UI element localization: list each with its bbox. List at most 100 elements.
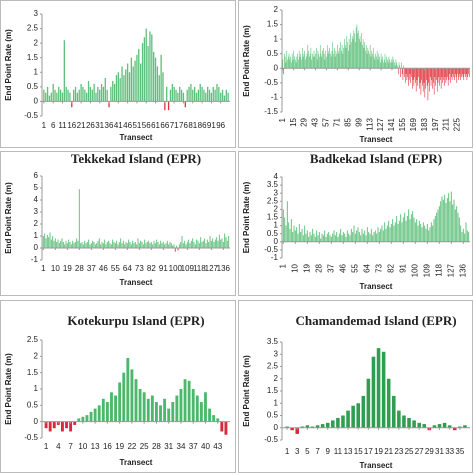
bar (213, 242, 215, 248)
bar (52, 83, 54, 102)
y-tick-label: 1 (274, 34, 279, 43)
bar (282, 59, 284, 69)
bar (110, 392, 113, 422)
bar (337, 50, 339, 69)
chart-title: Chamandemad Island (EPR) (295, 313, 456, 328)
bar (98, 238, 100, 248)
bar (310, 47, 312, 69)
bar (194, 244, 196, 248)
bar (422, 68, 424, 92)
bar (45, 92, 47, 102)
bar (160, 54, 162, 102)
bar (358, 30, 359, 69)
x-tick-label: 36 (105, 121, 114, 130)
x-tick-label: 155 (398, 117, 407, 131)
y-tick-label: 3.5 (267, 337, 279, 346)
bar (172, 245, 174, 248)
y-tick-label: 0.5 (267, 229, 279, 238)
bar (153, 51, 155, 102)
bar (402, 68, 404, 80)
bar (342, 232, 344, 242)
bar (421, 68, 422, 80)
bar (387, 59, 388, 69)
y-tick-label: 1.5 (267, 20, 279, 29)
y-tick-label: 3 (274, 188, 279, 197)
bar (286, 201, 288, 242)
bar (112, 81, 114, 102)
bar (411, 68, 412, 78)
bar (101, 398, 105, 422)
bar (100, 83, 103, 102)
bar (165, 243, 167, 248)
bar (384, 53, 386, 69)
bar (85, 243, 87, 248)
bar (136, 244, 138, 248)
bar (102, 86, 105, 102)
bar (212, 415, 216, 422)
bar (203, 89, 205, 102)
bar (462, 68, 464, 78)
bar (424, 225, 426, 242)
bar (457, 212, 459, 242)
bar (52, 421, 56, 429)
bar (336, 53, 337, 69)
bar (296, 227, 298, 242)
y-tick-label: -1.5 (264, 107, 278, 116)
bar (290, 427, 294, 431)
bar (296, 56, 298, 69)
bar (192, 89, 194, 102)
bar (160, 240, 162, 248)
bar (77, 240, 79, 248)
bar (130, 57, 132, 102)
bar (432, 225, 434, 242)
x-tick-label: 16 (103, 442, 112, 451)
bar (65, 240, 67, 248)
bar (373, 232, 375, 242)
bar (151, 34, 153, 102)
bar (311, 59, 312, 69)
bar (110, 86, 112, 102)
bar (463, 425, 467, 428)
bar (408, 68, 410, 80)
x-tick-label: 15 (354, 447, 363, 456)
bar (298, 59, 299, 69)
bar (380, 228, 382, 242)
y-tick-label: 0 (274, 423, 279, 432)
bar (154, 243, 156, 248)
bar (102, 243, 104, 248)
x-tick-label: 28 (75, 264, 84, 273)
x-tick-label: 6 (51, 121, 56, 130)
x-tick-label: 197 (431, 117, 440, 131)
bar (320, 53, 322, 69)
bar (452, 204, 454, 242)
bar (341, 415, 345, 428)
bar (344, 233, 346, 242)
bar (434, 68, 436, 78)
bar (433, 219, 435, 242)
bar (412, 211, 414, 242)
bar (428, 230, 430, 242)
bar (468, 68, 470, 78)
bar (121, 66, 123, 102)
bar (72, 89, 75, 102)
bar (81, 416, 85, 422)
bar (449, 68, 451, 75)
bar (97, 405, 101, 422)
x-tick-label: 43 (311, 117, 320, 126)
x-tick-label: 1 (285, 447, 290, 456)
y-tick-label: 2 (274, 5, 279, 14)
bar (191, 389, 195, 422)
bar (409, 68, 411, 75)
x-tick-label: 81 (188, 121, 197, 130)
bar (344, 39, 345, 69)
bar (353, 225, 355, 242)
bar (329, 47, 330, 69)
bar (392, 395, 396, 428)
bar (458, 68, 459, 80)
bar (112, 239, 114, 248)
bar (146, 242, 148, 248)
bar (465, 68, 467, 75)
x-axis-title: Transect (120, 278, 153, 287)
x-tick-label: 34 (177, 442, 186, 451)
